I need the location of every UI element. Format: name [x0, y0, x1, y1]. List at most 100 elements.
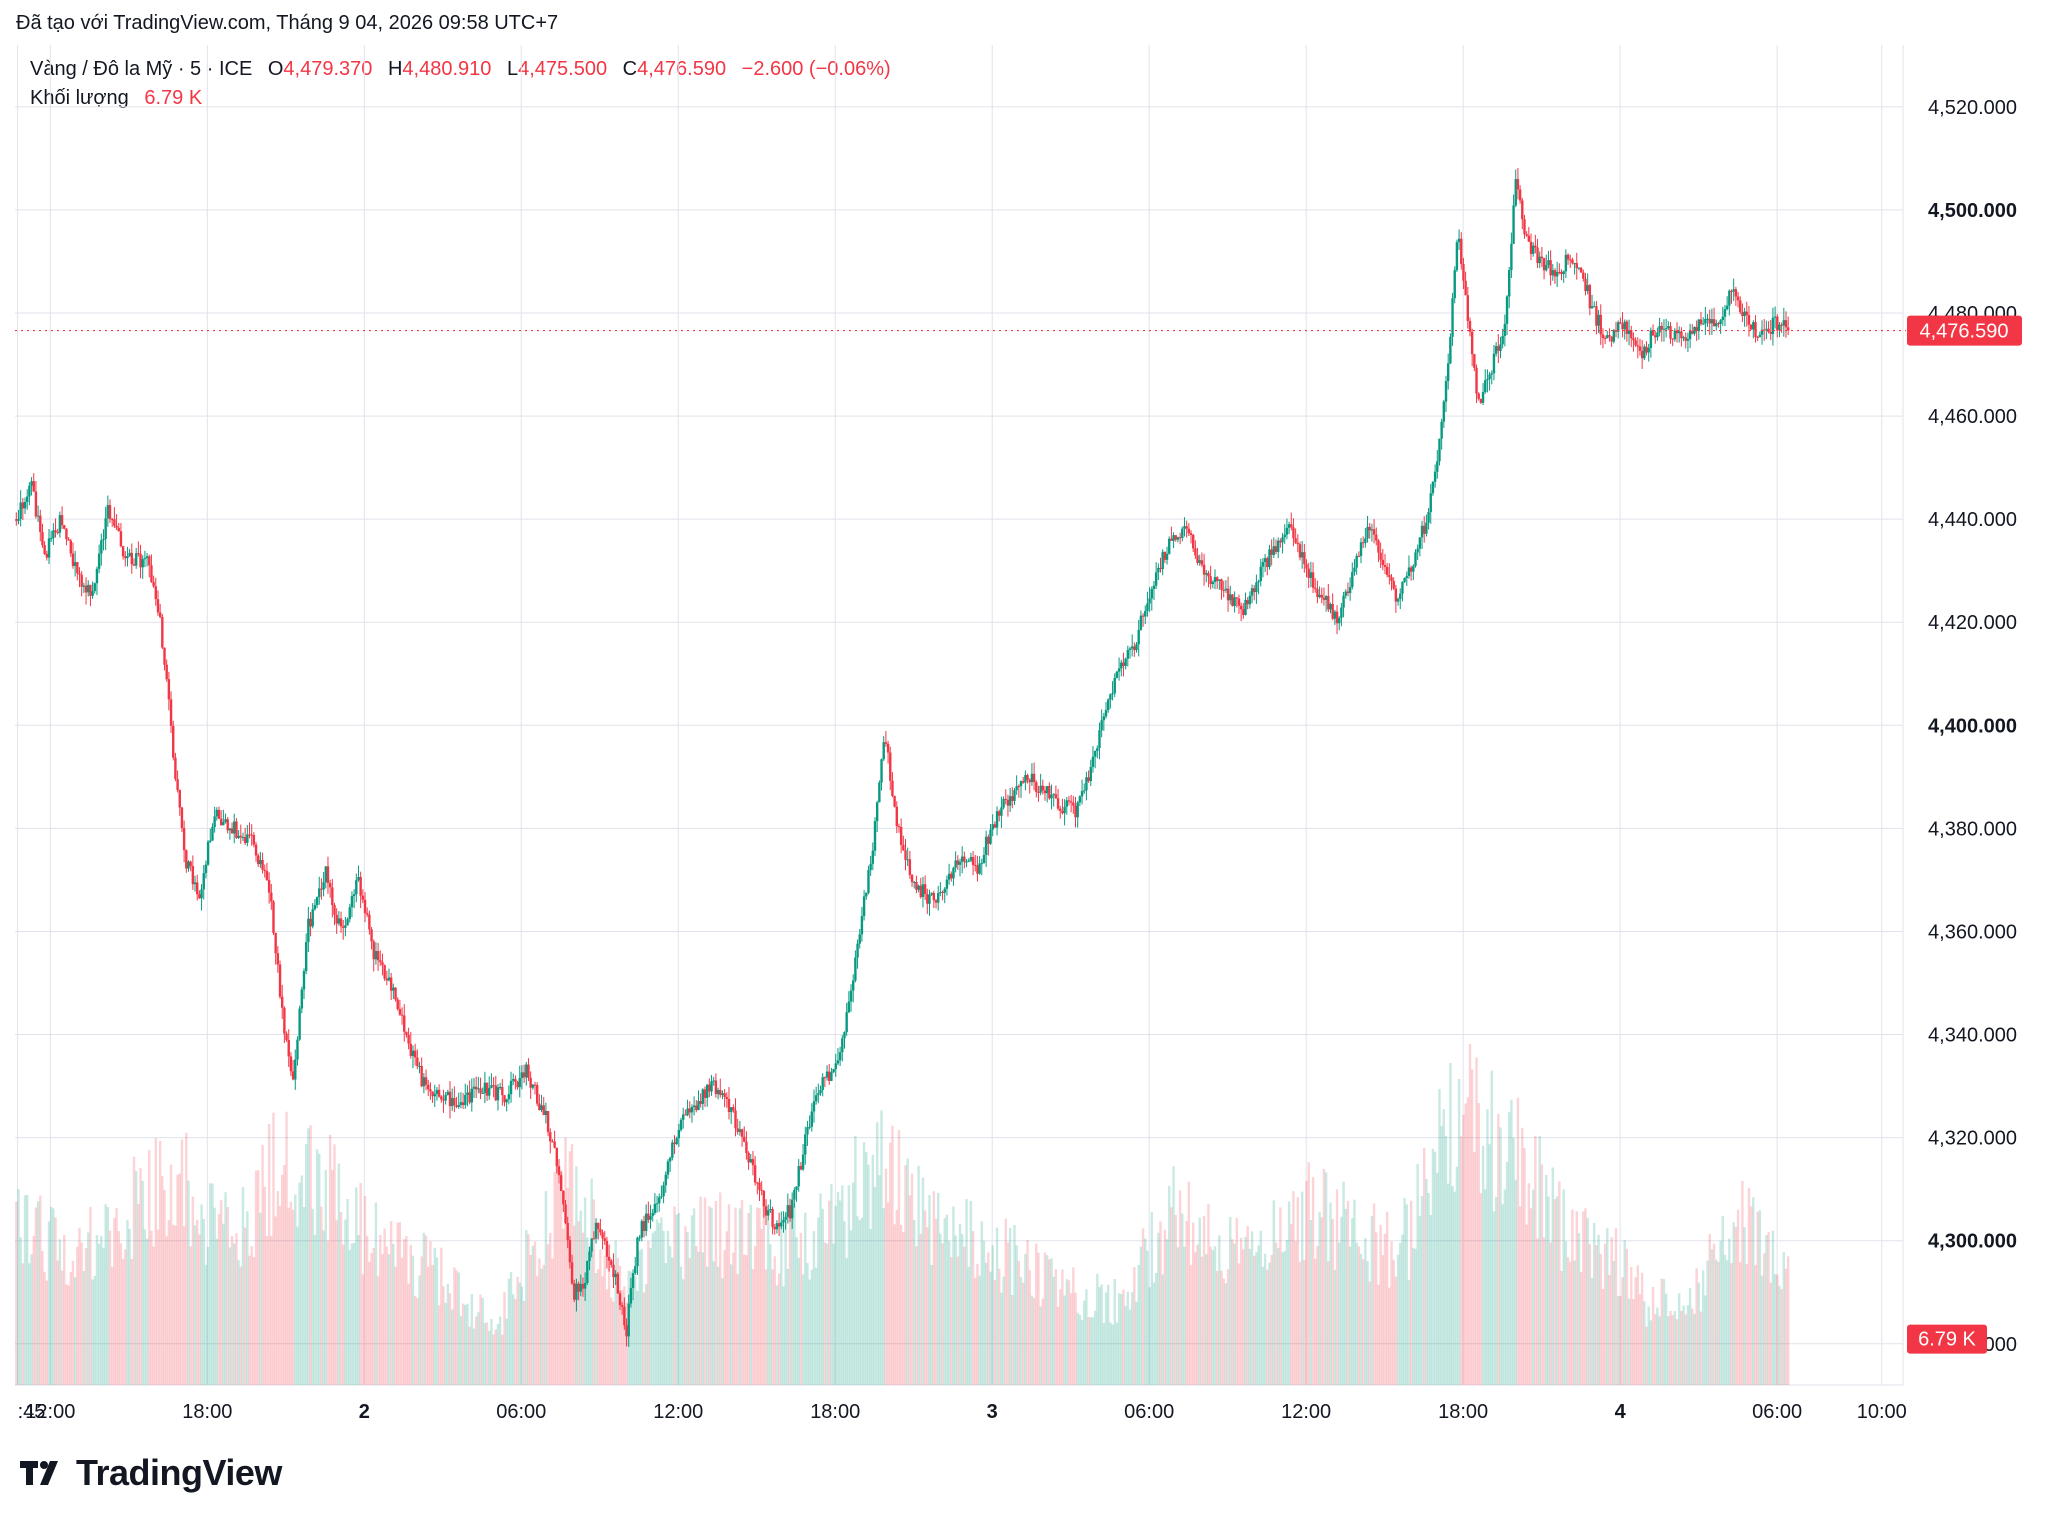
- candle-body: [607, 1256, 611, 1261]
- candle-body: [1000, 807, 1003, 816]
- candle-body: [45, 553, 49, 558]
- candle-body: [862, 896, 866, 917]
- volume-bar: [350, 1243, 354, 1385]
- volume-bar: [723, 1250, 726, 1385]
- volume-bar: [1078, 1314, 1082, 1385]
- volume-bar: [228, 1247, 232, 1385]
- candle-body: [73, 562, 77, 566]
- volume-bar: [174, 1225, 177, 1385]
- volume-bar: [1357, 1246, 1361, 1385]
- volume-bar: [1368, 1281, 1371, 1385]
- volume-bar: [1597, 1234, 1600, 1385]
- candle-body: [969, 857, 973, 861]
- candle-body: [1484, 380, 1487, 393]
- volume-bar: [1760, 1275, 1764, 1385]
- candle-body: [906, 859, 909, 861]
- candle-body: [634, 1266, 637, 1274]
- volume-bar: [838, 1200, 842, 1385]
- low-label: L: [506, 58, 519, 80]
- candle-body: [1106, 699, 1110, 711]
- candle-body: [1446, 363, 1450, 382]
- volume-bar: [638, 1250, 641, 1385]
- candle-body: [1300, 552, 1304, 558]
- candle-body: [1582, 272, 1585, 279]
- volume-bar: [394, 1266, 397, 1385]
- volume-bar: [1529, 1208, 1533, 1385]
- candle-body: [1377, 540, 1380, 553]
- candle-body: [444, 1094, 447, 1101]
- candle-body: [913, 881, 916, 883]
- candle-body: [629, 1287, 633, 1304]
- volume-bar: [1636, 1265, 1639, 1385]
- candle-body: [1664, 328, 1668, 330]
- candle-body: [204, 864, 208, 874]
- candle-body: [666, 1161, 670, 1175]
- candle-body: [520, 1072, 524, 1079]
- volume-bar: [538, 1258, 541, 1385]
- candle-body: [782, 1219, 785, 1223]
- volume-bar: [1015, 1245, 1018, 1385]
- volume-bar: [1734, 1226, 1738, 1385]
- candle-body: [130, 552, 134, 565]
- volume-value: 6.79 K: [144, 87, 203, 109]
- candle-body: [145, 556, 149, 559]
- candle-body: [1473, 354, 1476, 368]
- candle-body: [1213, 577, 1217, 583]
- volume-bar: [1318, 1212, 1321, 1385]
- candle-body: [1488, 374, 1491, 380]
- candle-body: [841, 1038, 844, 1053]
- volume-bar: [56, 1260, 59, 1385]
- volume-bar: [1614, 1228, 1618, 1385]
- candle-body: [132, 564, 136, 566]
- candle-body: [1523, 219, 1526, 235]
- candle-body: [1669, 326, 1672, 339]
- candle-body: [1050, 794, 1053, 799]
- candle-body: [60, 515, 64, 526]
- y-tick-label: 4,360.000: [1928, 921, 2017, 943]
- candle-body: [1412, 566, 1415, 572]
- volume-bar: [440, 1247, 443, 1385]
- candle-body: [869, 863, 872, 871]
- candle-body: [976, 865, 979, 874]
- candle-body: [1069, 801, 1073, 803]
- candle-body: [115, 525, 118, 528]
- candle-body: [326, 866, 330, 884]
- volume-bar: [167, 1219, 171, 1385]
- volume-label[interactable]: Khối lượng: [30, 87, 129, 109]
- symbol-title[interactable]: Vàng / Đô la Mỹ · 5 · ICE: [30, 58, 253, 80]
- volume-bar: [734, 1207, 737, 1385]
- candle-body: [965, 861, 968, 863]
- candle-body: [1786, 327, 1790, 331]
- volume-bar: [1226, 1269, 1230, 1385]
- volume-bar: [405, 1236, 408, 1385]
- volume-bar: [1638, 1294, 1642, 1385]
- tradingview-brand[interactable]: TradingView: [76, 1452, 282, 1493]
- candle-body: [950, 873, 953, 879]
- candle-body: [690, 1106, 694, 1113]
- volume-bar: [1433, 1151, 1437, 1385]
- volume-bar: [280, 1174, 284, 1385]
- candle-body: [1536, 247, 1539, 264]
- candle-body: [328, 883, 332, 888]
- candle-body: [871, 850, 875, 864]
- candle-body: [1529, 241, 1533, 254]
- candle-body: [28, 485, 31, 497]
- candle-body: [1002, 798, 1005, 808]
- candle-body: [1185, 526, 1188, 529]
- volume-bar: [575, 1166, 578, 1385]
- candle-body: [294, 1059, 297, 1080]
- volume-bar: [1431, 1148, 1435, 1385]
- candle-body: [1632, 338, 1635, 341]
- volume-bar: [793, 1203, 796, 1385]
- volume-bar: [904, 1165, 907, 1385]
- volume-bar: [533, 1241, 537, 1385]
- volume-bar: [1516, 1097, 1520, 1385]
- volume-bar: [875, 1122, 879, 1385]
- candle-body: [614, 1273, 617, 1278]
- volume-bar: [36, 1201, 40, 1385]
- volume-bar: [1508, 1112, 1511, 1385]
- volume-bar: [745, 1255, 748, 1385]
- volume-bar: [1436, 1172, 1439, 1385]
- volume-bar: [407, 1283, 410, 1385]
